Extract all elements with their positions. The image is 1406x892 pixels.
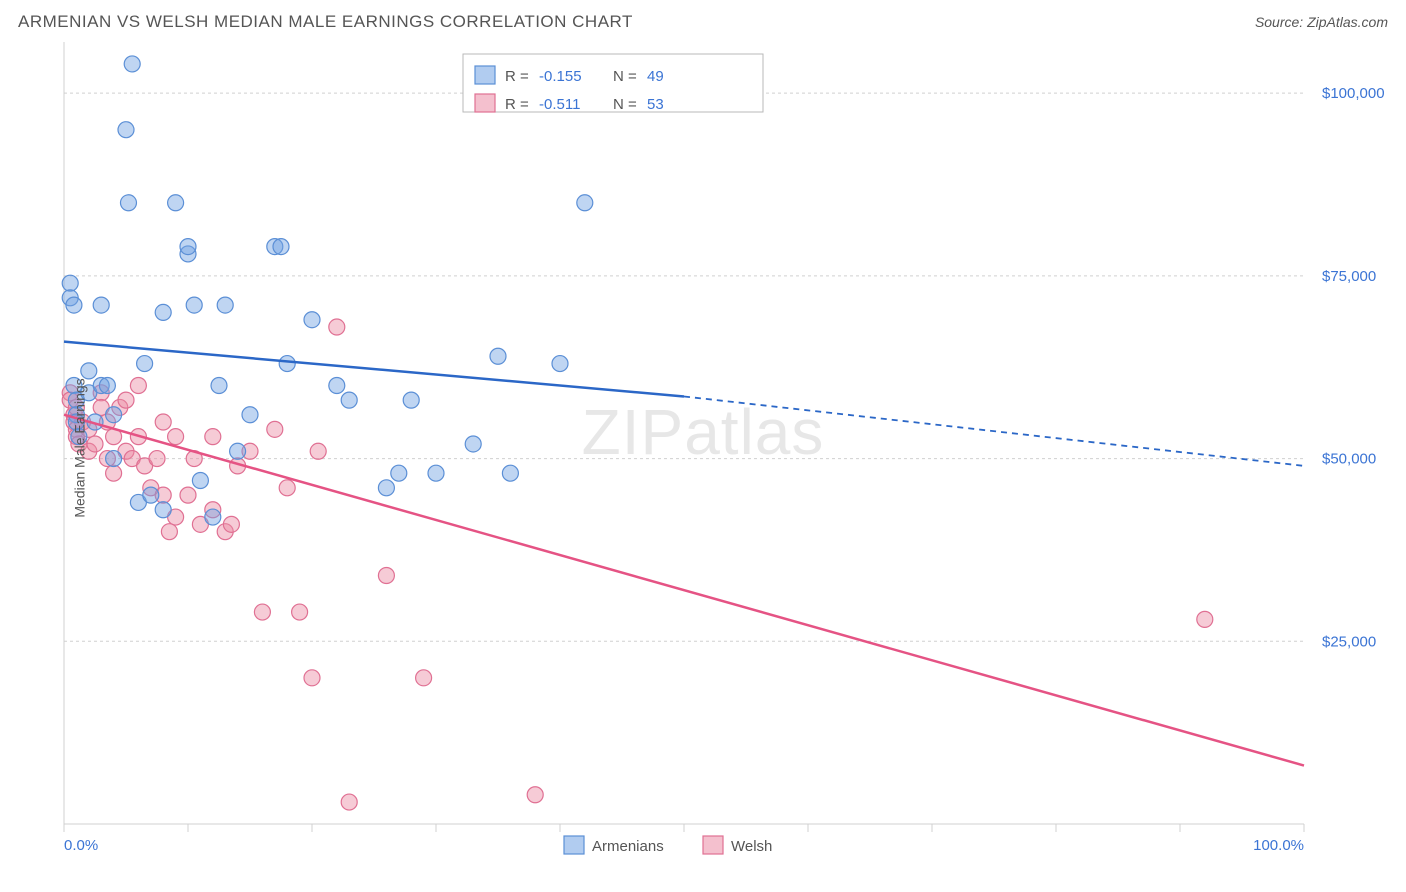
data-point — [1197, 611, 1213, 627]
chart-area: Median Male Earnings ZIPatlas $25,000$50… — [18, 38, 1388, 858]
data-point — [180, 487, 196, 503]
svg-text:49: 49 — [647, 68, 664, 85]
data-point — [168, 429, 184, 445]
data-point — [527, 787, 543, 803]
data-point — [304, 312, 320, 328]
svg-text:53: 53 — [647, 96, 664, 113]
source-label: Source: ZipAtlas.com — [1255, 14, 1388, 30]
data-point — [223, 516, 239, 532]
data-point — [341, 392, 357, 408]
data-point — [130, 377, 146, 393]
data-point — [168, 195, 184, 211]
x-max-label: 100.0% — [1253, 837, 1304, 854]
data-point — [81, 363, 97, 379]
svg-text:Welsh: Welsh — [731, 838, 772, 855]
y-tick-label: $25,000 — [1322, 633, 1376, 650]
data-point — [205, 509, 221, 525]
data-point — [149, 451, 165, 467]
data-point — [186, 297, 202, 313]
x-min-label: 0.0% — [64, 837, 98, 854]
y-axis-title: Median Male Earnings — [72, 378, 88, 517]
data-point — [106, 407, 122, 423]
data-point — [93, 297, 109, 313]
data-point — [124, 56, 140, 72]
svg-text:-0.155: -0.155 — [539, 68, 582, 85]
data-point — [254, 604, 270, 620]
data-point — [329, 377, 345, 393]
data-point — [155, 414, 171, 430]
data-point — [211, 377, 227, 393]
data-point — [416, 670, 432, 686]
data-point — [137, 356, 153, 372]
data-point — [62, 275, 78, 291]
data-point — [180, 239, 196, 255]
data-point — [99, 377, 115, 393]
data-point — [502, 465, 518, 481]
data-point — [161, 524, 177, 540]
data-point — [217, 297, 233, 313]
data-point — [310, 443, 326, 459]
data-point — [552, 356, 568, 372]
data-point — [403, 392, 419, 408]
data-point — [577, 195, 593, 211]
trend-line-welsh — [64, 415, 1304, 766]
data-point — [490, 348, 506, 364]
data-point — [155, 304, 171, 320]
data-point — [155, 502, 171, 518]
y-tick-label: $75,000 — [1322, 268, 1376, 285]
data-point — [267, 421, 283, 437]
data-point — [230, 443, 246, 459]
svg-text:R =: R = — [505, 96, 529, 113]
svg-text:N =: N = — [613, 68, 637, 85]
data-point — [273, 239, 289, 255]
data-point — [329, 319, 345, 335]
svg-text:Armenians: Armenians — [592, 838, 664, 855]
data-point — [465, 436, 481, 452]
svg-text:N =: N = — [613, 96, 637, 113]
data-point — [242, 407, 258, 423]
data-point — [118, 392, 134, 408]
trend-line-armenians — [64, 342, 684, 397]
data-point — [192, 473, 208, 489]
data-point — [87, 436, 103, 452]
y-tick-label: $50,000 — [1322, 451, 1376, 468]
data-point — [120, 195, 136, 211]
chart-svg: $25,000 $50,000 $75,000 $100,000 0.0% 100.0% R… — [18, 38, 1388, 858]
data-point — [292, 604, 308, 620]
data-point — [205, 429, 221, 445]
data-point — [106, 465, 122, 481]
data-point — [341, 794, 357, 810]
svg-text:R =: R = — [505, 68, 529, 85]
data-point — [378, 480, 394, 496]
legend-correlation: R = -0.155 N = 49 R = -0.511 N = 53 — [463, 54, 763, 113]
data-point — [118, 122, 134, 138]
data-point — [279, 356, 295, 372]
data-point — [391, 465, 407, 481]
svg-text:-0.511: -0.511 — [539, 96, 580, 113]
y-tick-label: $100,000 — [1322, 85, 1385, 102]
data-point — [378, 568, 394, 584]
legend-series: Armenians Welsh — [564, 836, 772, 855]
data-point — [143, 487, 159, 503]
data-point — [428, 465, 444, 481]
trend-line-armenians-ext — [684, 396, 1304, 465]
data-point — [279, 480, 295, 496]
chart-title: ARMENIAN VS WELSH MEDIAN MALE EARNINGS C… — [18, 12, 633, 32]
data-point — [66, 297, 82, 313]
data-point — [106, 451, 122, 467]
data-point — [304, 670, 320, 686]
